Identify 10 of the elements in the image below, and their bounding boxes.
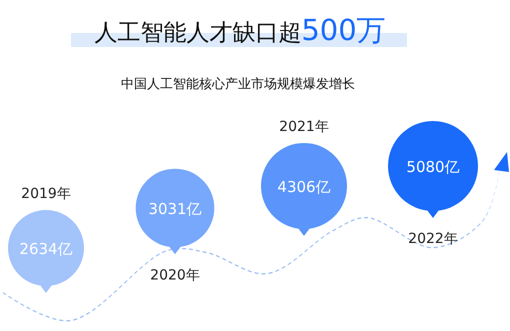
category-label: 2021年 (279, 118, 329, 135)
category-label: 2019年 (21, 186, 71, 202)
text: 中国人工智能核心产业市场规模爆发增长 (121, 76, 355, 92)
data-label: 5080亿 (406, 158, 460, 176)
category-label: 2022年 (408, 231, 458, 247)
data-label: 4306亿 (277, 178, 331, 196)
data-label: 2634亿 (19, 240, 73, 258)
text: 人工智能人才缺口超500万 (94, 13, 386, 47)
data-label: 3031亿 (148, 200, 202, 218)
category-label: 2020年 (150, 267, 200, 284)
